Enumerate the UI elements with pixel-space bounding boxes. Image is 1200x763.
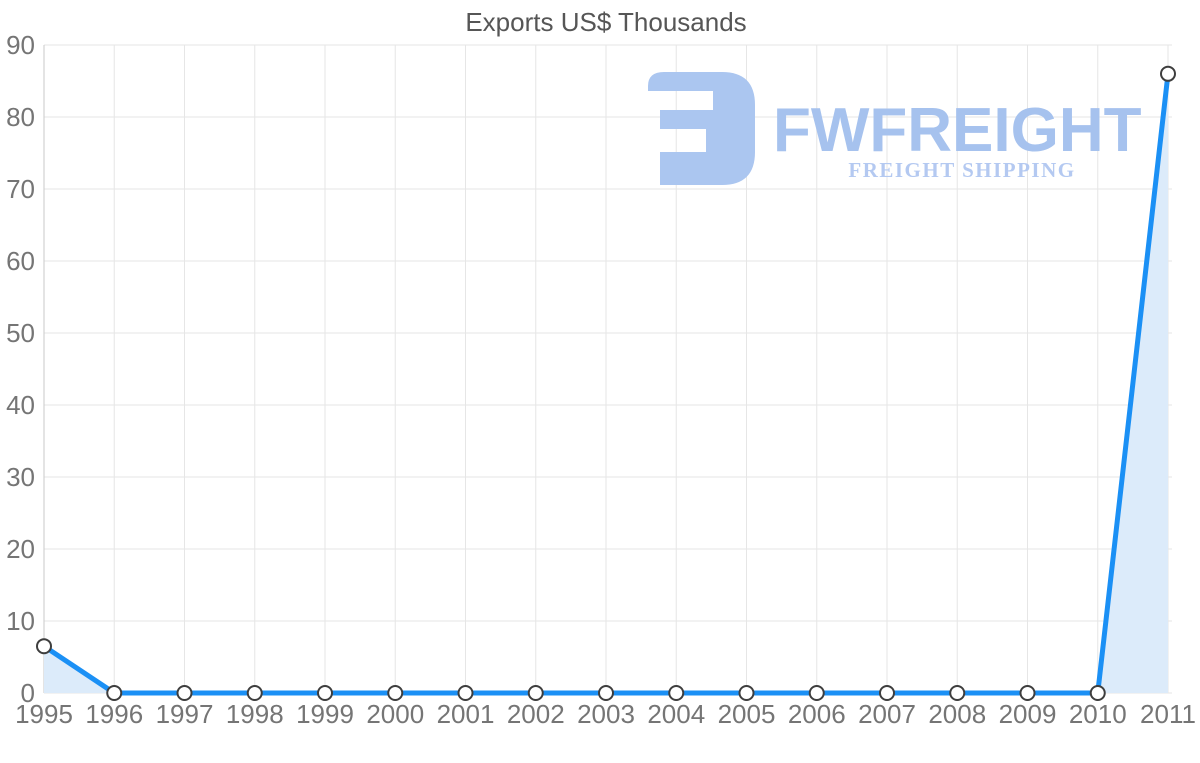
x-tick-label-2009: 2009 <box>999 699 1057 729</box>
x-tick-label-2003: 2003 <box>577 699 635 729</box>
data-point-2005[interactable] <box>738 685 755 701</box>
logo-wordmark: FWFREIGHT <box>773 96 1142 165</box>
data-point-2011[interactable] <box>1160 65 1176 82</box>
x-tick-label-2011: 2011 <box>1140 699 1196 729</box>
data-point-2007[interactable] <box>879 685 895 701</box>
data-point-2008[interactable] <box>949 685 966 701</box>
fwfreight-logo: FWFREIGHT FREIGHT SHIPPING <box>648 72 1142 185</box>
data-point-2001[interactable] <box>457 685 474 701</box>
x-tick-label-2010: 2010 <box>1069 699 1127 729</box>
data-point-1998[interactable] <box>246 685 263 701</box>
data-point-1996[interactable] <box>106 685 123 701</box>
x-tick-label-1997: 1997 <box>156 699 214 729</box>
data-point-1999[interactable] <box>317 685 333 701</box>
x-tick-label-2001: 2001 <box>437 699 495 729</box>
y-tick-label-0: 0 <box>21 678 35 708</box>
x-tick-label-2005: 2005 <box>718 699 776 729</box>
y-tick-label-60: 60 <box>6 246 35 276</box>
data-point-2009[interactable] <box>1019 685 1036 701</box>
x-tick-label-1995: 1995 <box>15 699 73 729</box>
x-tick-label-1998: 1998 <box>226 699 284 729</box>
data-point-2000[interactable] <box>387 685 404 701</box>
y-tick-label-70: 70 <box>6 174 35 204</box>
chart-title: Exports US$ Thousands <box>465 7 746 37</box>
y-tick-label-80: 80 <box>6 102 35 132</box>
x-tick-label-1999: 1999 <box>296 699 354 729</box>
x-tick-label-2002: 2002 <box>507 699 565 729</box>
x-tick-label-1996: 1996 <box>85 699 143 729</box>
y-tick-label-50: 50 <box>6 318 35 348</box>
data-point-1995[interactable] <box>36 638 52 655</box>
data-point-2006[interactable] <box>808 685 825 701</box>
data-point-2004[interactable] <box>668 685 685 701</box>
series-exports <box>36 65 1176 701</box>
data-point-2003[interactable] <box>598 685 614 701</box>
y-tick-label-40: 40 <box>6 390 35 420</box>
logo-subtitle: FREIGHT SHIPPING <box>848 158 1075 182</box>
y-tick-label-90: 90 <box>6 30 35 60</box>
x-tick-label-2004: 2004 <box>647 699 705 729</box>
y-tick-label-30: 30 <box>6 462 35 492</box>
axis-tick-labels: 0 10 20 30 40 50 60 70 80 90 1995 1996 1997 1998 1999 2… <box>6 30 1196 729</box>
data-point-2002[interactable] <box>527 685 544 701</box>
x-tick-label-2007: 2007 <box>858 699 916 729</box>
y-tick-label-20: 20 <box>6 534 35 564</box>
x-tick-label-2008: 2008 <box>928 699 986 729</box>
x-tick-label-2006: 2006 <box>788 699 846 729</box>
data-point-1997[interactable] <box>176 685 193 701</box>
gridlines <box>43 44 1172 694</box>
x-tick-label-2000: 2000 <box>366 699 424 729</box>
data-point-2010[interactable] <box>1089 685 1106 701</box>
fwfreight-logo-icon <box>648 72 755 185</box>
y-tick-label-10: 10 <box>6 606 35 636</box>
